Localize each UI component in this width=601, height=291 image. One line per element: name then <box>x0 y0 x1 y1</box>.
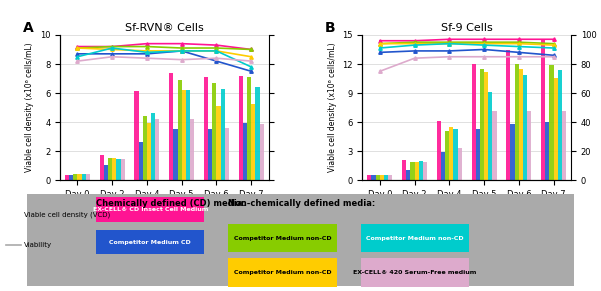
Bar <box>384 175 388 180</box>
Bar <box>104 165 108 180</box>
Bar <box>437 121 441 180</box>
Bar <box>402 160 406 180</box>
Bar <box>492 111 496 180</box>
Bar <box>419 161 423 180</box>
Bar <box>251 104 255 180</box>
Bar <box>514 64 519 180</box>
Bar <box>476 129 480 180</box>
Bar <box>69 175 73 180</box>
Bar <box>78 174 82 180</box>
Text: EX-CELL® 420 Serum-Free medium: EX-CELL® 420 Serum-Free medium <box>353 270 477 275</box>
Text: A: A <box>23 21 33 35</box>
Bar <box>151 113 155 180</box>
Bar <box>239 76 243 180</box>
Bar <box>406 170 410 180</box>
Bar <box>82 174 86 180</box>
Bar <box>457 148 462 180</box>
Text: Competitor Medium CD: Competitor Medium CD <box>109 239 191 245</box>
Text: Competitor Medium non-CD: Competitor Medium non-CD <box>234 270 331 275</box>
FancyBboxPatch shape <box>228 258 337 287</box>
Bar <box>371 175 376 180</box>
Text: Competitor Medium non-CD: Competitor Medium non-CD <box>234 235 331 241</box>
Bar <box>247 77 251 180</box>
Bar <box>139 142 143 180</box>
Bar <box>454 129 457 180</box>
Text: B: B <box>325 21 335 35</box>
Bar <box>73 174 78 180</box>
Bar <box>445 131 450 180</box>
Y-axis label: Viable cell density (x10⁶ cells/mL): Viable cell density (x10⁶ cells/mL) <box>25 43 34 173</box>
Bar <box>506 50 510 180</box>
Bar <box>510 124 514 180</box>
Bar <box>527 111 531 180</box>
Bar <box>243 123 247 180</box>
Bar <box>519 69 523 180</box>
Bar <box>204 77 208 180</box>
Bar <box>112 158 117 180</box>
Bar <box>480 69 484 180</box>
Bar <box>147 123 151 180</box>
Bar <box>545 122 549 180</box>
Bar <box>177 80 182 180</box>
Bar <box>415 162 419 180</box>
Bar <box>441 152 445 180</box>
Text: Non-chemically defined media:: Non-chemically defined media: <box>228 199 376 208</box>
Bar <box>190 119 194 180</box>
Bar <box>155 119 159 180</box>
Text: EX-CELL® CD Insect Cell Medium: EX-CELL® CD Insect Cell Medium <box>93 207 208 212</box>
Bar <box>541 40 545 180</box>
Bar <box>423 162 427 180</box>
FancyBboxPatch shape <box>361 258 469 287</box>
Text: Competitor Medium non-CD: Competitor Medium non-CD <box>366 235 463 241</box>
Bar <box>380 175 384 180</box>
FancyBboxPatch shape <box>96 197 204 222</box>
Bar <box>100 155 104 180</box>
Bar <box>484 72 488 180</box>
Bar <box>367 175 371 180</box>
Bar <box>523 75 527 180</box>
Y-axis label: Viable cell density (x10⁶ cells/mL): Viable cell density (x10⁶ cells/mL) <box>328 43 337 173</box>
Text: Viable cell density (VCD): Viable cell density (VCD) <box>24 211 111 218</box>
Bar <box>216 106 221 180</box>
FancyBboxPatch shape <box>361 224 469 252</box>
Bar <box>174 129 177 180</box>
Bar <box>121 159 125 180</box>
Bar <box>65 175 69 180</box>
Bar <box>186 90 190 180</box>
Bar <box>225 128 229 180</box>
Bar <box>388 175 392 180</box>
Bar <box>221 89 225 180</box>
Bar <box>450 127 454 180</box>
Title: Sf-RVN® Cells: Sf-RVN® Cells <box>125 23 204 33</box>
Bar <box>108 158 112 180</box>
Bar <box>558 70 562 180</box>
Title: Sf-9 Cells: Sf-9 Cells <box>441 23 493 33</box>
FancyBboxPatch shape <box>228 224 337 252</box>
Bar <box>554 78 558 180</box>
Bar <box>117 159 121 180</box>
Bar <box>135 91 139 180</box>
Bar <box>212 83 216 180</box>
Bar <box>410 162 415 180</box>
Text: Chemically defined (CD) media:: Chemically defined (CD) media: <box>96 199 246 208</box>
Bar <box>376 175 380 180</box>
Bar <box>255 87 260 180</box>
Bar <box>260 124 264 180</box>
Bar <box>488 92 492 180</box>
Text: Viability: Viability <box>24 242 52 248</box>
Bar <box>472 63 476 180</box>
Bar <box>549 65 554 180</box>
FancyBboxPatch shape <box>27 194 574 286</box>
Bar <box>182 90 186 180</box>
Bar <box>143 116 147 180</box>
Bar <box>169 73 174 180</box>
FancyBboxPatch shape <box>96 230 204 254</box>
Bar <box>562 111 566 180</box>
Bar <box>86 174 90 180</box>
Bar <box>208 129 212 180</box>
